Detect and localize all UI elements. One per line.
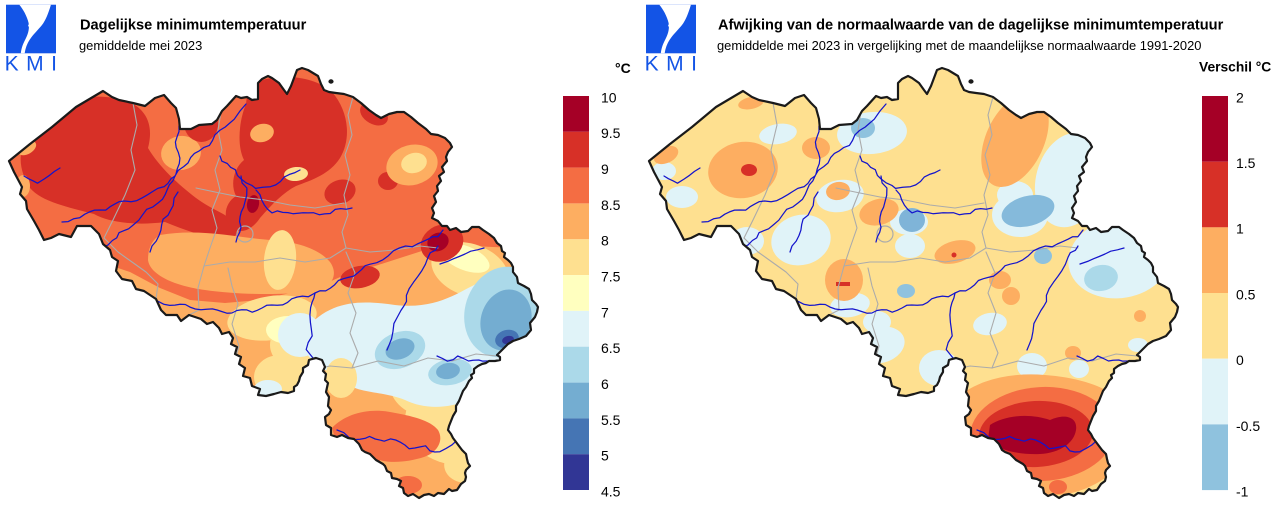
svg-text:gemiddelde mei 2023 in vergeli: gemiddelde mei 2023 in vergelijking met … xyxy=(717,38,1201,53)
svg-text:9.5: 9.5 xyxy=(601,125,621,141)
svg-text:°C: °C xyxy=(615,60,631,76)
svg-text:4.5: 4.5 xyxy=(601,483,621,499)
svg-text:1.5: 1.5 xyxy=(1236,155,1256,171)
svg-text:6: 6 xyxy=(601,376,609,392)
svg-text:5.5: 5.5 xyxy=(601,412,621,428)
svg-text:7.5: 7.5 xyxy=(601,269,621,285)
svg-text:-0.5: -0.5 xyxy=(1236,418,1260,434)
svg-text:9: 9 xyxy=(601,161,609,177)
svg-text:8.5: 8.5 xyxy=(601,197,621,213)
svg-text:KMI: KMI xyxy=(645,52,705,75)
svg-text:Verschil °C: Verschil °C xyxy=(1199,60,1271,75)
svg-text:6.5: 6.5 xyxy=(601,340,621,356)
svg-text:1: 1 xyxy=(1236,221,1244,237)
svg-text:5: 5 xyxy=(601,448,609,464)
svg-text:Afwijking van de normaalwaarde: Afwijking van de normaalwaarde van de da… xyxy=(718,18,1224,34)
svg-text:0.5: 0.5 xyxy=(1236,286,1256,302)
svg-text:2: 2 xyxy=(1236,89,1244,105)
svg-text:gemiddelde mei 2023: gemiddelde mei 2023 xyxy=(79,38,202,53)
svg-text:KMI: KMI xyxy=(5,52,65,75)
svg-text:0: 0 xyxy=(1236,352,1244,368)
svg-text:-1: -1 xyxy=(1236,483,1249,499)
svg-text:7: 7 xyxy=(601,304,609,320)
svg-text:8: 8 xyxy=(601,233,609,249)
svg-text:10: 10 xyxy=(601,89,617,105)
svg-text:Dagelijkse minimumtemperatuur: Dagelijkse minimumtemperatuur xyxy=(80,18,307,34)
